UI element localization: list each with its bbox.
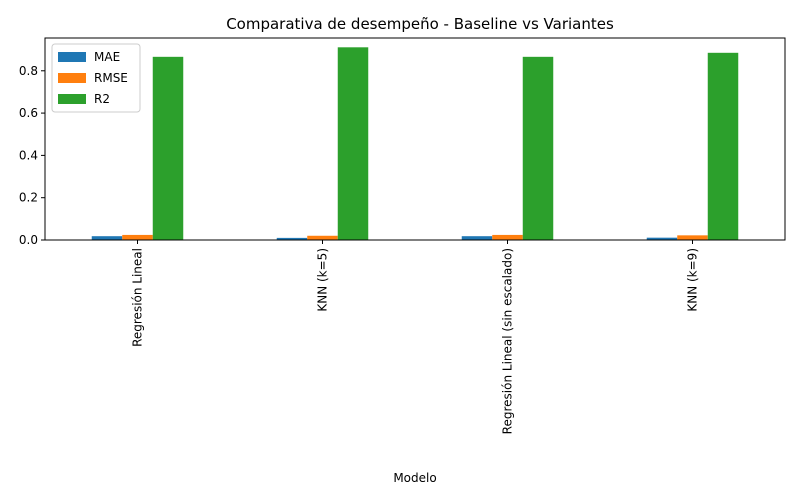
legend-swatch-rmse [58,73,86,83]
y-tick-label: 0.2 [19,191,38,205]
x-tick-label: KNN (k=5) [316,248,330,312]
x-tick-label: Regresión Lineal (sin escalado) [501,248,515,434]
x-tick-label: Regresión Lineal [131,248,145,347]
chart-title: Comparativa de desempeño - Baseline vs V… [226,15,614,33]
legend-swatch-mae [58,52,86,62]
legend-label-rmse: RMSE [94,71,128,85]
bar-r2-3 [707,52,739,241]
legend-label-mae: MAE [94,50,120,64]
legend-label-r2: R2 [94,92,110,106]
y-axis: 0.0 0.2 0.4 0.6 0.8 [19,64,45,247]
bar-mae-2 [461,236,493,240]
bar-rmse-2 [492,234,523,240]
bar-r2-0 [152,56,184,240]
bar-rmse-1 [307,235,338,240]
legend-swatch-r2 [58,94,86,104]
y-tick-label: 0.6 [19,106,38,120]
bars-group [91,47,739,241]
bar-rmse-3 [677,235,708,240]
x-axis: Regresión Lineal KNN (k=5) Regresión Linea… [131,240,700,434]
bar-mae-3 [646,237,678,240]
x-axis-label: Modelo [393,471,436,485]
bar-r2-2 [522,56,554,240]
plot-frame [44,37,786,241]
bar-mae-1 [276,237,308,240]
x-tick-label: KNN (k=9) [686,248,700,312]
y-tick-label: 0.8 [19,64,38,78]
bar-mae-0 [91,236,123,240]
y-tick-label: 0.4 [19,148,38,162]
bar-rmse-0 [122,234,153,240]
y-tick-label: 0.0 [19,233,38,247]
legend: MAE RMSE R2 [51,43,141,113]
bar-r2-1 [337,47,369,240]
